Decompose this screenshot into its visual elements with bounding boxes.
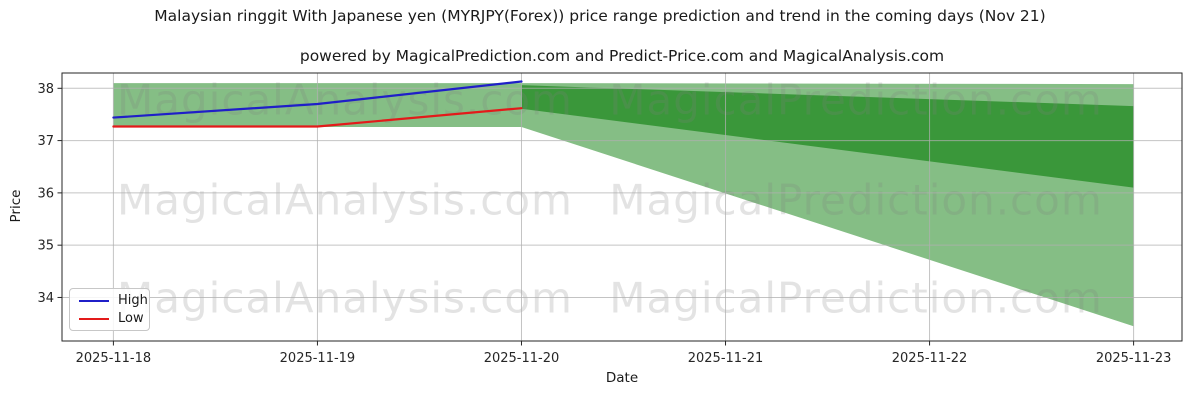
y-tick-label: 37 [37, 134, 54, 149]
watermark-text: MagicalPrediction.com [609, 274, 1103, 323]
legend-label-low: Low [118, 311, 144, 326]
x-tick-label: 2025-11-20 [484, 351, 560, 366]
high-line-sample-icon [79, 299, 109, 302]
x-tick-label: 2025-11-22 [892, 351, 968, 366]
y-tick-label: 35 [37, 239, 54, 254]
y-tick-label: 36 [37, 186, 54, 201]
chart-title: Malaysian ringgit With Japanese yen (MYR… [154, 7, 1046, 25]
axes-border [61, 72, 1183, 342]
low-line [112, 107, 523, 128]
y-tick-label: 34 [37, 291, 54, 306]
watermark-text: MagicalPrediction.com [609, 176, 1103, 225]
legend: High Low [69, 288, 150, 331]
legend-item-high: High [79, 294, 149, 307]
watermark-text: MagicalAnalysis.com [117, 176, 573, 225]
chart-subtitle: powered by MagicalPrediction.com and Pre… [299, 47, 945, 65]
watermark-text: MagicalPrediction.com [609, 76, 1103, 125]
prediction-inner-band [521, 85, 1134, 188]
low-line-sample-icon [79, 317, 109, 320]
y-tick-label: 38 [37, 82, 54, 97]
legend-item-low: Low [79, 312, 149, 325]
x-axis-label: Date [605, 370, 639, 386]
x-tick-label: 2025-11-21 [688, 351, 764, 366]
legend-label-high: High [118, 293, 148, 308]
x-tick-label: 2025-11-18 [76, 351, 152, 366]
watermark-text: MagicalAnalysis.com [117, 274, 573, 323]
high-line [112, 80, 523, 119]
x-tick-label: 2025-11-19 [280, 351, 356, 366]
x-tick-label: 2025-11-23 [1096, 351, 1172, 366]
